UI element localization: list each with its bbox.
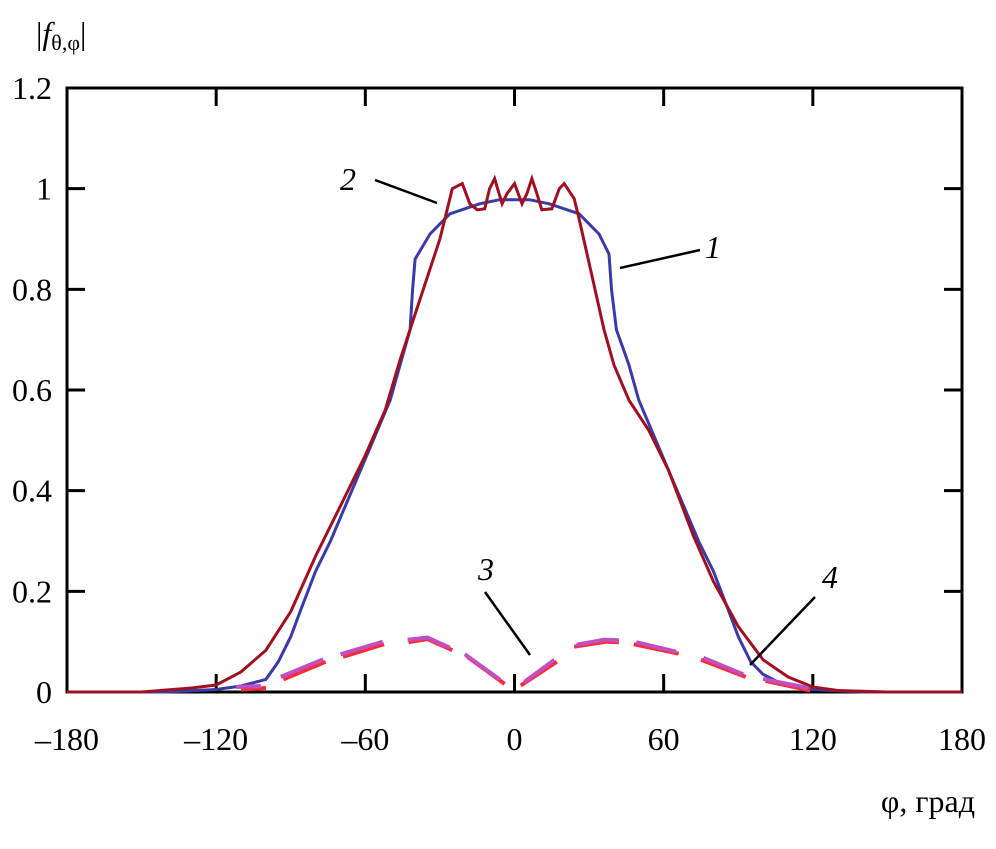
x-tick-label: 0: [507, 721, 523, 757]
curve-1-leader-line: [619, 248, 701, 270]
series-3-segment: [282, 659, 327, 682]
series-4-segment: [576, 637, 619, 647]
series-4-segment: [280, 657, 324, 679]
series-4-segment: [635, 640, 677, 654]
curve-4-leader-line: [749, 596, 816, 666]
curve-2-label: 2: [340, 161, 356, 197]
series-3-segment: [342, 642, 385, 659]
y-tick-label: 0.4: [12, 473, 52, 509]
x-axis-title: φ, град: [881, 783, 975, 819]
plot-frame: [65, 86, 964, 694]
x-tick-label: –60: [340, 721, 389, 757]
curve-1-label: 1: [705, 229, 721, 265]
series-2-line: [67, 173, 962, 694]
x-tick-label: –180: [34, 721, 99, 757]
curve-3-leader-line: [483, 591, 532, 656]
curve-3-label: 3: [477, 551, 494, 587]
curve-4-label: 4: [822, 559, 838, 595]
x-tick-label: –120: [183, 721, 248, 757]
series-4-segment: [407, 635, 451, 650]
y-axis-title: |fθ,φ|: [36, 15, 86, 55]
y-tick-label: 0.6: [12, 372, 52, 408]
series-1-line: [67, 198, 962, 694]
x-tick-label: 120: [789, 721, 837, 757]
y-tick-label: 0.2: [12, 573, 52, 609]
x-tick-label: 180: [938, 721, 986, 757]
y-tick-label: 1: [36, 171, 52, 207]
x-tick-label: 60: [648, 721, 680, 757]
y-tick-label: 0: [36, 674, 52, 710]
series-3-segment: [240, 686, 267, 692]
curve-2-leader-line: [374, 178, 438, 205]
series-4-segment: [523, 658, 556, 684]
y-tick-label: 0.8: [12, 271, 52, 307]
y-tick-label: 1.2: [12, 70, 52, 106]
series-4-segment: [702, 655, 744, 677]
series-4-segment: [463, 652, 501, 682]
series-4-segment: [762, 676, 809, 690]
series-4-segment: [339, 639, 384, 657]
series-4-segment: [236, 684, 261, 689]
